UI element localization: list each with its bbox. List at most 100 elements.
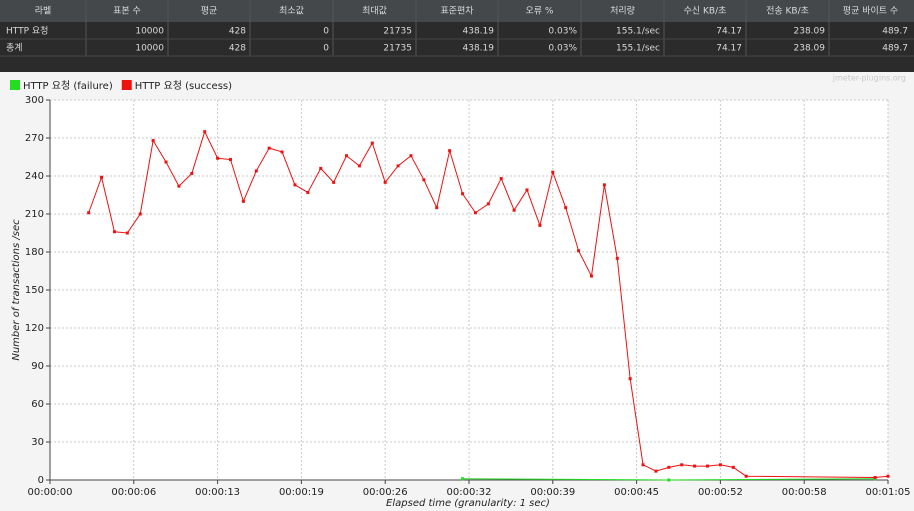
x-tick-label: 00:00:26 bbox=[363, 487, 408, 498]
data-point bbox=[216, 156, 220, 160]
table-cell: 238.09 bbox=[794, 27, 826, 37]
y-tick-label: 150 bbox=[25, 285, 44, 296]
data-point bbox=[241, 199, 245, 203]
column-header: 표준편차 bbox=[440, 5, 474, 17]
table-cell: 438.19 bbox=[463, 27, 495, 37]
data-point bbox=[254, 169, 258, 173]
data-point bbox=[112, 230, 116, 234]
data-point bbox=[357, 164, 361, 168]
data-point bbox=[525, 188, 529, 192]
table-cell: HTTP 요청 bbox=[6, 26, 48, 37]
data-point bbox=[564, 206, 568, 210]
column-header: 최대값 bbox=[362, 5, 387, 17]
table-cell: 428 bbox=[229, 44, 246, 54]
column-header: 전송 KB/초 bbox=[766, 6, 809, 17]
data-point bbox=[177, 184, 181, 188]
data-point bbox=[461, 192, 465, 196]
x-tick-label: 00:00:00 bbox=[28, 487, 73, 498]
table-cell: 0.03% bbox=[548, 27, 577, 37]
data-point bbox=[667, 478, 671, 482]
data-point bbox=[306, 190, 310, 194]
table-cell: 74.17 bbox=[716, 44, 742, 54]
column-header: 표본 수 bbox=[113, 6, 141, 17]
column-header: 최소값 bbox=[279, 5, 304, 17]
data-point bbox=[190, 171, 194, 175]
x-tick-label: 00:00:58 bbox=[782, 487, 827, 498]
data-point bbox=[886, 474, 890, 478]
data-point bbox=[602, 183, 606, 187]
column-header: 라벨 bbox=[35, 6, 52, 17]
table-cell: 0 bbox=[323, 44, 329, 54]
y-tick-label: 60 bbox=[31, 399, 44, 410]
x-tick-label: 00:00:52 bbox=[698, 487, 743, 498]
data-point bbox=[228, 158, 232, 162]
table-cell: 155.1/sec bbox=[616, 27, 660, 37]
column-header: 오류 % bbox=[526, 6, 554, 17]
table-cell: 0.03% bbox=[548, 44, 577, 54]
column-header: 수신 KB/초 bbox=[684, 6, 727, 17]
data-point bbox=[461, 477, 465, 481]
data-point bbox=[706, 464, 710, 468]
legend-swatch bbox=[10, 80, 20, 90]
table-cell: 155.1/sec bbox=[616, 44, 660, 54]
x-tick-label: 00:00:06 bbox=[111, 487, 156, 498]
data-point bbox=[718, 463, 722, 467]
y-tick-label: 300 bbox=[25, 95, 44, 106]
data-point bbox=[203, 130, 207, 134]
data-point bbox=[125, 231, 129, 235]
data-point bbox=[641, 463, 645, 467]
table-cell: 총계 bbox=[6, 42, 23, 54]
table-header bbox=[0, 0, 914, 22]
data-point bbox=[551, 170, 555, 174]
data-point bbox=[538, 223, 542, 227]
data-point bbox=[138, 212, 142, 216]
column-header: 처리량 bbox=[610, 5, 635, 17]
table-cell: 21735 bbox=[383, 27, 412, 37]
y-tick-label: 30 bbox=[31, 437, 44, 448]
x-tick-label: 00:00:13 bbox=[195, 487, 240, 498]
data-point bbox=[345, 154, 349, 158]
x-tick-label: 00:00:32 bbox=[447, 487, 492, 498]
legend-label: HTTP 요청 (success) bbox=[135, 80, 232, 92]
data-point bbox=[151, 139, 155, 143]
data-point bbox=[87, 211, 91, 215]
x-tick-label: 00:01:05 bbox=[866, 487, 911, 498]
y-tick-label: 180 bbox=[25, 247, 44, 258]
data-point bbox=[267, 146, 271, 150]
table-cell: 489.7 bbox=[882, 27, 908, 37]
data-point bbox=[422, 178, 426, 182]
data-point bbox=[280, 150, 284, 154]
y-tick-label: 90 bbox=[31, 361, 44, 372]
y-tick-label: 210 bbox=[25, 209, 44, 220]
data-point bbox=[589, 274, 593, 278]
data-point bbox=[435, 206, 439, 210]
data-point bbox=[370, 141, 374, 145]
watermark: jmeter-plugins.org bbox=[832, 74, 906, 83]
y-tick-label: 0 bbox=[38, 475, 44, 486]
y-axis-title: Number of transactions /sec bbox=[11, 219, 22, 361]
table-cell: 10000 bbox=[135, 44, 164, 54]
legend-label: HTTP 요청 (failure) bbox=[23, 80, 113, 92]
x-axis-title: Elapsed time (granularity: 1 sec) bbox=[386, 498, 550, 509]
data-point bbox=[396, 164, 400, 168]
data-point bbox=[164, 160, 168, 164]
data-point bbox=[731, 465, 735, 469]
column-header: 평균 바이트 수 bbox=[843, 6, 898, 17]
table-cell: 438.19 bbox=[463, 44, 495, 54]
x-tick-label: 00:00:45 bbox=[614, 487, 659, 498]
data-point bbox=[473, 211, 477, 215]
y-tick-label: 120 bbox=[25, 323, 44, 334]
data-point bbox=[486, 202, 490, 206]
data-point bbox=[100, 175, 104, 179]
data-point bbox=[667, 465, 671, 469]
data-point bbox=[409, 154, 413, 158]
table-cell: 0 bbox=[323, 27, 329, 37]
data-point bbox=[293, 183, 297, 187]
table-cell: 489.7 bbox=[882, 44, 908, 54]
table-cell: 21735 bbox=[383, 44, 412, 54]
series-line bbox=[88, 130, 889, 478]
data-point bbox=[615, 256, 619, 260]
data-point bbox=[628, 377, 632, 381]
